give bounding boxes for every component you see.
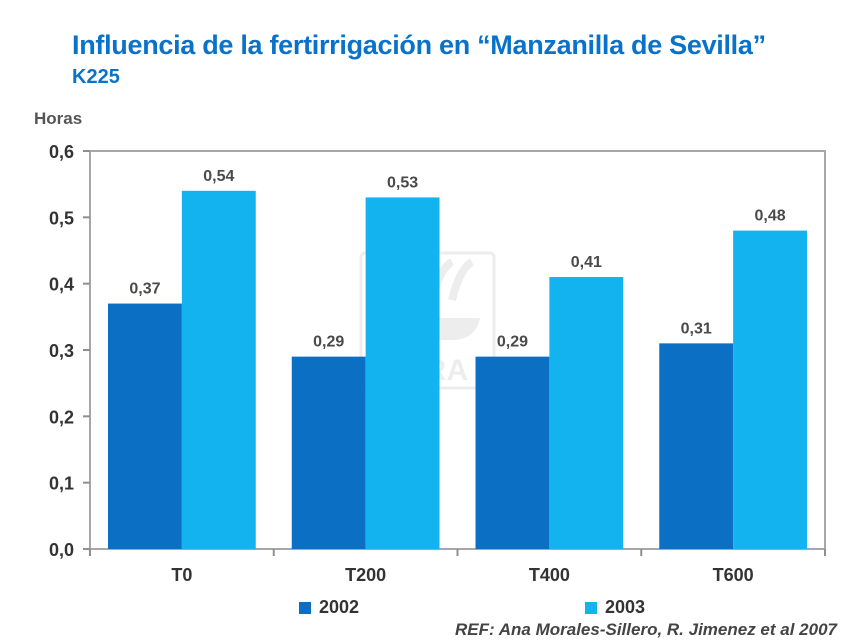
y-tick-label: 0,6 — [49, 142, 74, 162]
data-label-2002-T0: 0,37 — [129, 281, 160, 298]
data-label-2003-T600: 0,48 — [754, 208, 785, 225]
data-label-2002-T200: 0,29 — [313, 334, 344, 351]
y-tick-label: 0,1 — [49, 474, 74, 494]
bar-2003-T0 — [181, 190, 256, 550]
y-axis-label: Horas — [34, 109, 82, 128]
y-tick-label: 0,4 — [49, 275, 74, 295]
plot-area: 0,0 0,1 0,2 0,3 0,4 0,5 0,6 0,37 0,54 T0 0,29 0,53 T… — [49, 142, 826, 585]
y-tick-label: 0,0 — [49, 540, 74, 560]
data-label-2003-T200: 0,53 — [387, 174, 418, 191]
bar-2003-T200 — [365, 197, 440, 549]
data-label-2003-T400: 0,41 — [571, 254, 602, 271]
legend-label-2002: 2002 — [319, 597, 360, 617]
legend-label-2003: 2003 — [605, 597, 646, 617]
x-tick-label: T400 — [529, 565, 570, 585]
legend-swatch-2003 — [585, 601, 597, 614]
legend-item-2002: 2002 — [299, 597, 359, 618]
bar-2002-T600 — [659, 343, 734, 549]
bar-2002-T0 — [108, 303, 182, 549]
legend: 2002 2003 — [0, 597, 855, 621]
y-tick-label: 0,5 — [49, 208, 74, 228]
x-tick-label: T0 — [171, 565, 192, 585]
bar-2003-T400 — [549, 277, 624, 549]
legend-swatch-2002 — [299, 601, 311, 614]
x-tick-label: T200 — [345, 565, 386, 585]
data-label-2002-T400: 0,29 — [497, 334, 528, 351]
x-tick-label: T600 — [713, 565, 754, 585]
data-label-2002-T600: 0,31 — [681, 320, 712, 337]
bar-2002-T400 — [475, 356, 550, 549]
bar-2003-T600 — [733, 230, 807, 549]
legend-item-2003: 2003 — [585, 597, 645, 618]
y-tick-label: 0,3 — [49, 341, 74, 361]
y-tick-label: 0,2 — [49, 407, 74, 427]
chart-title: Influencia de la fertirrigación en “Manz… — [72, 30, 766, 60]
reference-note: REF: Ana Morales-Sillero, R. Jimenez et … — [454, 620, 837, 639]
data-label-2003-T0: 0,54 — [203, 168, 234, 185]
bar-2002-T200 — [291, 356, 366, 549]
chart-subtitle: K225 — [72, 66, 120, 88]
